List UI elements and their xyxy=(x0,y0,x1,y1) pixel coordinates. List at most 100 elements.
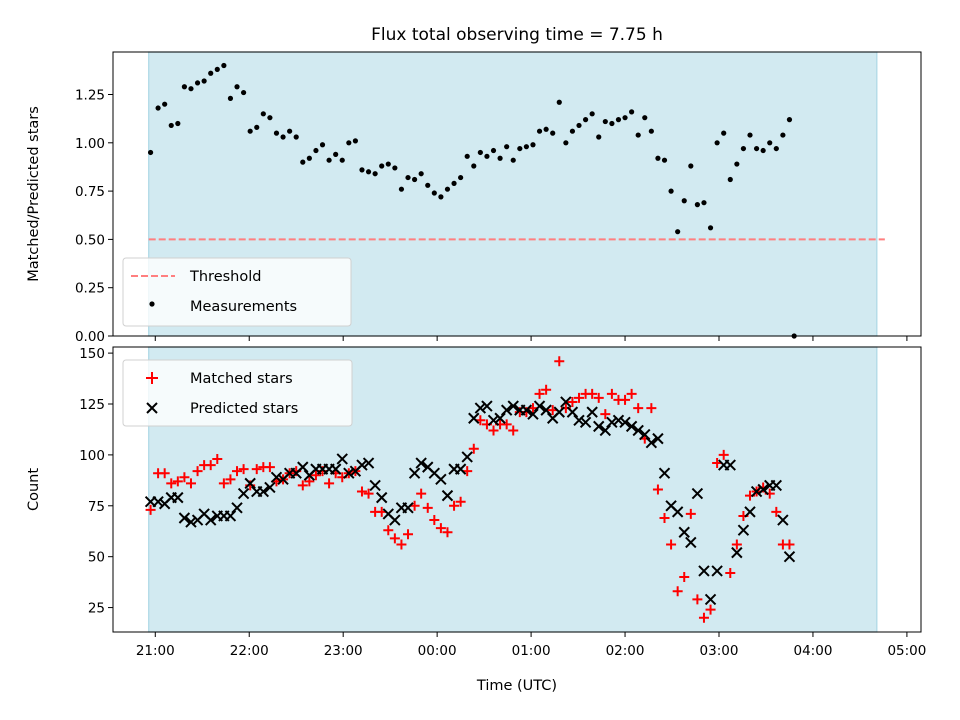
measurement-point xyxy=(596,134,602,140)
matched-star-point xyxy=(784,539,795,550)
matched-star-point xyxy=(725,567,736,578)
measurement-point xyxy=(629,109,635,115)
matched-star-point xyxy=(232,466,243,477)
measurement-point xyxy=(773,145,779,152)
measurement-point xyxy=(688,163,694,169)
matched-star-point xyxy=(225,474,236,485)
predicted-star-point xyxy=(487,414,500,426)
measurement-point xyxy=(379,163,385,169)
measurement-point xyxy=(254,124,260,130)
measurement-point xyxy=(767,140,773,146)
y-tick-label: 1.25 xyxy=(75,88,105,104)
measurement-point xyxy=(464,153,470,159)
measurement-point xyxy=(721,130,727,136)
count-panel: 25 50 75 100 125 150 21:00 22:00 23:00 00:00 01:0… xyxy=(26,346,926,694)
top-y-axis-label: Matched/Predicted stars xyxy=(26,106,42,282)
matched-star-point xyxy=(218,478,229,489)
top-legend-box xyxy=(122,257,352,327)
matched-star-point xyxy=(389,533,400,544)
measurement-point xyxy=(497,155,503,161)
matched-star-point xyxy=(172,476,183,487)
predicted-star-point xyxy=(698,565,710,577)
measurement-point xyxy=(398,186,405,192)
bottom-y-axis-label: Count xyxy=(26,468,42,511)
measurement-point xyxy=(208,70,214,76)
matched-star-point xyxy=(567,396,578,407)
predicted-star-point xyxy=(671,506,684,518)
measurement-point xyxy=(313,147,319,154)
measurement-point xyxy=(194,80,201,86)
y-tick-label: 1.00 xyxy=(75,136,105,152)
measurement-point xyxy=(365,169,372,175)
measurement-point xyxy=(543,126,549,132)
measurement-point xyxy=(147,149,154,156)
measurement-point xyxy=(517,145,523,152)
measurement-point xyxy=(438,194,444,200)
matched-star-point xyxy=(297,480,308,491)
measurement-point xyxy=(694,202,700,208)
bottom-axes-frame xyxy=(112,346,922,633)
matched-star-point xyxy=(731,539,742,550)
predicted-star-point xyxy=(461,451,473,463)
measurement-point xyxy=(280,134,286,140)
matched-star-point xyxy=(212,453,223,464)
measurement-point xyxy=(162,101,168,107)
matched-star-point xyxy=(455,496,466,507)
predicted-star-point xyxy=(441,489,454,502)
predicted-star-point xyxy=(264,481,276,494)
predicted-star-point xyxy=(237,487,250,500)
matched-star-point xyxy=(574,392,585,403)
predicted-star-point xyxy=(711,565,723,577)
legend-measurements-swatch xyxy=(149,301,155,307)
measurement-point xyxy=(642,115,648,121)
measurement-point xyxy=(786,117,793,123)
matched-star-point xyxy=(501,419,512,430)
measurement-point xyxy=(589,111,595,117)
predicted-star-point xyxy=(573,414,585,426)
ratio-panel: 0.00 0.25 0.50 0.75 1.00 1.25 Matched/Predict… xyxy=(26,51,922,345)
measurement-point xyxy=(273,130,280,136)
measurement-point xyxy=(260,111,266,117)
predicted-star-point xyxy=(750,485,763,498)
predicted-star-point xyxy=(553,406,565,418)
measurement-point xyxy=(675,229,681,235)
predicted-star-point xyxy=(494,412,506,424)
matched-star-point xyxy=(238,464,249,475)
predicted-star-point xyxy=(369,479,381,492)
measurement-point xyxy=(372,171,378,177)
measurement-point xyxy=(221,62,227,69)
measurement-point xyxy=(615,117,622,123)
measurement-point xyxy=(490,147,497,154)
predicted-star-point xyxy=(454,463,467,475)
measurement-point xyxy=(359,167,365,173)
measurement-point xyxy=(648,128,654,134)
measurement-point xyxy=(661,157,668,163)
legend-predicted-label: Predicted stars xyxy=(190,401,298,417)
matched-star-point xyxy=(771,506,782,517)
predicted-star-point xyxy=(481,400,493,412)
measurement-point xyxy=(352,138,358,144)
measurement-point xyxy=(188,86,194,92)
predicted-star-point xyxy=(757,483,769,496)
predicted-star-point xyxy=(435,473,447,486)
measurement-point xyxy=(602,118,608,125)
matched-star-point xyxy=(185,478,196,489)
matched-star-point xyxy=(705,604,716,615)
matched-star-point xyxy=(626,388,637,399)
predicted-star-point xyxy=(520,404,533,416)
measurement-point xyxy=(287,128,293,134)
measurement-point xyxy=(609,120,615,127)
predicted-star-point xyxy=(783,550,796,563)
predicted-star-point xyxy=(362,457,375,469)
matched-star-point xyxy=(554,356,565,367)
x-tick-label: 05:00 xyxy=(887,643,926,659)
measurement-point xyxy=(510,157,516,163)
matched-star-point xyxy=(356,486,367,497)
measurement-point xyxy=(563,140,569,146)
predicted-star-point xyxy=(770,479,783,492)
bottom-y-ticks: 25 50 75 100 125 150 xyxy=(79,346,113,617)
measurement-point xyxy=(523,144,529,150)
matched-star-point xyxy=(383,525,394,536)
predicted-star-point xyxy=(507,400,519,412)
predicted-star-point xyxy=(625,420,638,433)
